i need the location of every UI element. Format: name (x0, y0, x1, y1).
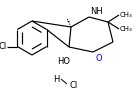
Text: CH₃: CH₃ (120, 26, 133, 32)
Text: NH: NH (90, 7, 103, 16)
Text: Cl: Cl (0, 42, 6, 51)
Text: Cl: Cl (69, 81, 77, 90)
Text: HO: HO (58, 57, 71, 66)
Text: H: H (54, 74, 60, 84)
Text: CH₃: CH₃ (120, 12, 133, 18)
Text: O: O (95, 54, 102, 63)
